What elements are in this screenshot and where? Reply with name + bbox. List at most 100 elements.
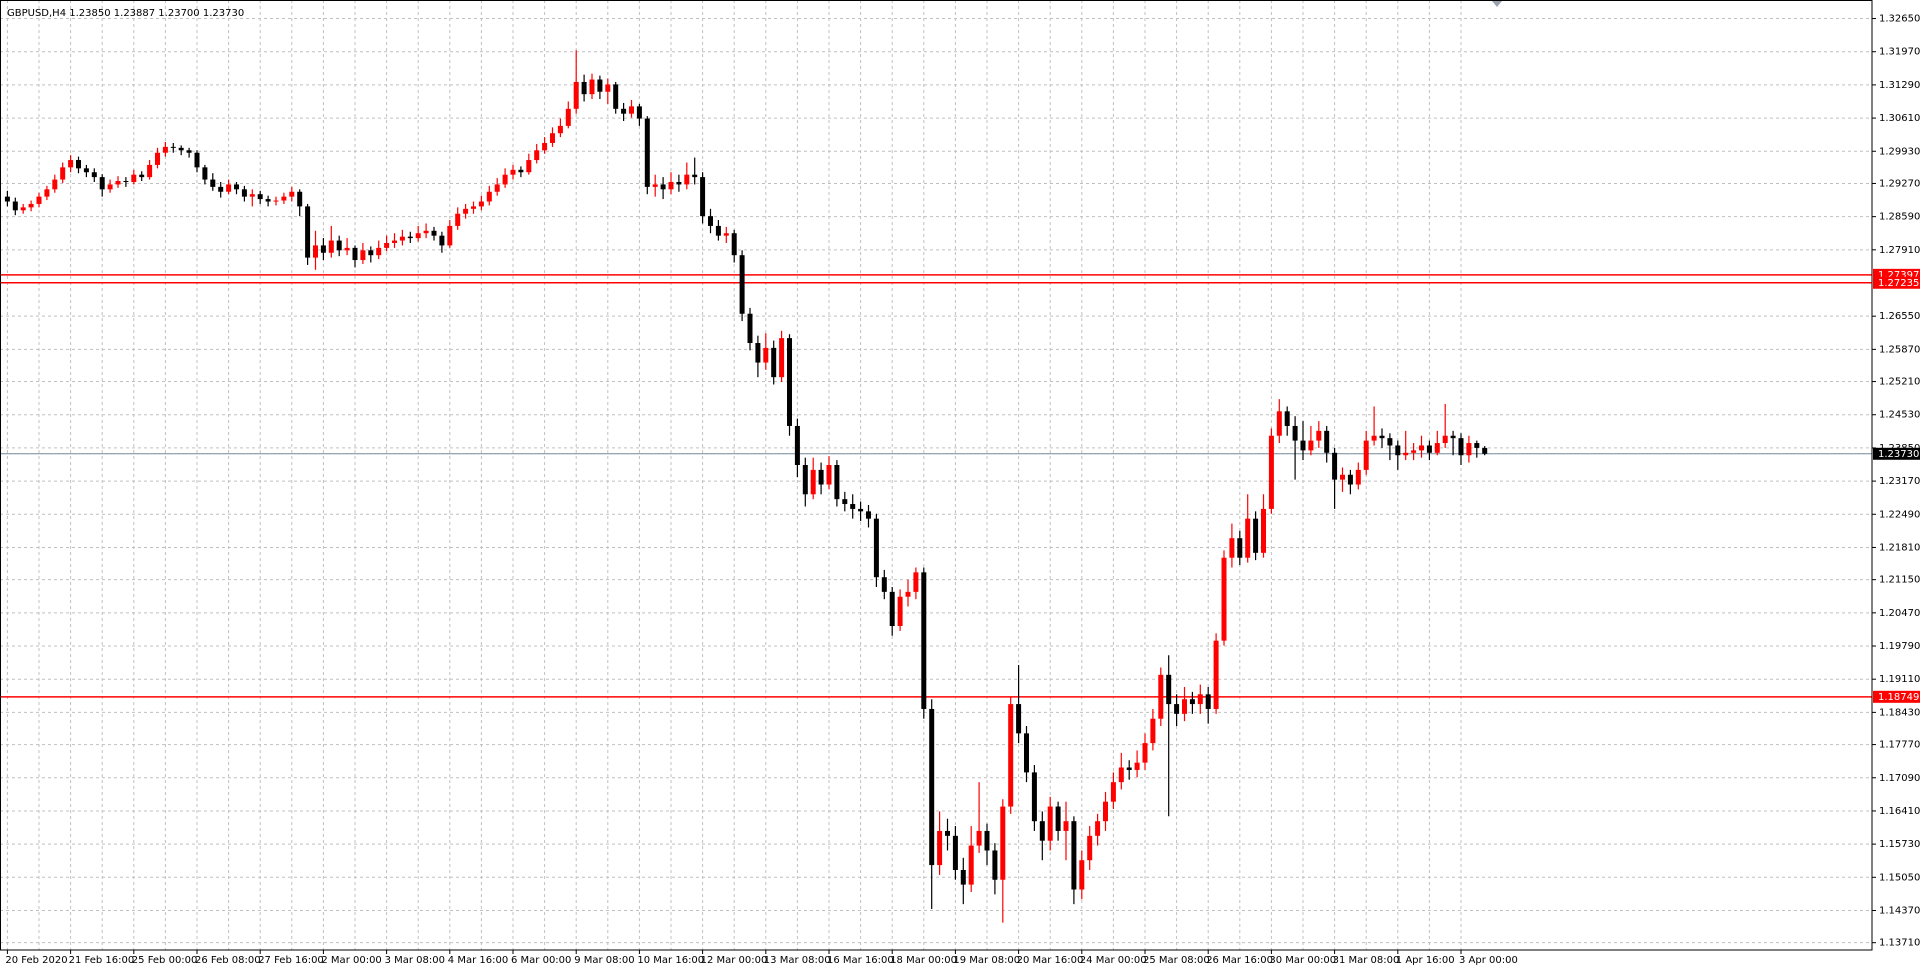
candle-body (605, 84, 611, 92)
candle-body (1024, 733, 1029, 773)
candle-body (423, 230, 429, 234)
candle-body (305, 206, 311, 258)
candle-body (866, 511, 871, 519)
candle-body (929, 708, 935, 866)
candle-body (313, 245, 318, 258)
candle-body (573, 81, 579, 109)
candle-body (1474, 443, 1480, 448)
candle-body (984, 830, 990, 851)
y-tick-label: 1.23170 (1879, 476, 1920, 487)
x-tick-label: 24 Mar 00:00 (1080, 955, 1147, 966)
y-tick-label: 1.18430 (1879, 707, 1920, 718)
chart-shift-marker (1492, 1, 1502, 7)
candles (4, 50, 1488, 923)
candle-body (1276, 411, 1282, 436)
candle-body (597, 79, 603, 92)
chart-title: GBPUSD,H4 1.23850 1.23887 1.23700 1.2373… (7, 8, 244, 19)
x-tick-label: 2 Mar 00:00 (321, 955, 381, 966)
candle-body (581, 81, 587, 95)
candle-body (1087, 835, 1093, 861)
candle-body (376, 247, 382, 256)
candle-body (1434, 443, 1440, 453)
candle-body (178, 147, 184, 151)
candle-body (44, 189, 50, 197)
candle-body (494, 184, 500, 192)
candle-body (526, 160, 532, 173)
y-tick-label: 1.27910 (1879, 245, 1920, 256)
candle-body (992, 850, 998, 880)
x-tick-label: 13 Mar 08:00 (764, 955, 831, 966)
x-tick-label: 21 Feb 16:00 (69, 955, 135, 966)
candle-body (700, 177, 706, 217)
candle-body (1118, 767, 1124, 783)
candle-body (360, 250, 366, 261)
candle-body (652, 184, 658, 187)
candle-body (289, 191, 295, 197)
y-tick-label: 1.13710 (1879, 938, 1920, 949)
x-tick-label: 20 Mar 16:00 (1017, 955, 1084, 966)
candle-body (660, 184, 666, 190)
candle-body (747, 313, 753, 344)
candle-body (1047, 806, 1053, 841)
x-tick-label: 30 Mar 00:00 (1269, 955, 1336, 966)
candle-body (249, 194, 255, 197)
x-tick-label: 18 Mar 00:00 (890, 955, 957, 966)
candle-body (415, 233, 421, 239)
y-tick-label: 1.31970 (1879, 47, 1920, 58)
candle-body (352, 247, 358, 261)
candle-body (1324, 430, 1330, 453)
candle-body (486, 191, 492, 202)
level-label: 1.18749 (1878, 692, 1919, 703)
y-tick-label: 1.32650 (1879, 14, 1920, 25)
candle-body (889, 591, 895, 627)
x-tick-label: 12 Mar 00:00 (701, 955, 768, 966)
y-tick-label: 1.16410 (1879, 806, 1920, 817)
candle-body (810, 469, 816, 495)
candle-body (1253, 518, 1259, 553)
candle-body (162, 146, 168, 153)
candle-body (1000, 806, 1006, 880)
candle-body (1371, 435, 1377, 441)
y-tick-label: 1.15050 (1879, 872, 1920, 883)
candle-body (123, 181, 129, 183)
candle-body (1229, 538, 1235, 558)
candle-body (28, 203, 34, 208)
x-tick-label: 4 Mar 16:00 (448, 955, 508, 966)
price-label: 1.23730 (1878, 449, 1919, 460)
candle-body (439, 235, 445, 246)
candle-body (715, 225, 721, 236)
candle-body (1395, 445, 1401, 456)
candle-body (83, 168, 89, 173)
candle-body (1039, 821, 1045, 841)
candle-body (1063, 821, 1069, 831)
candle-body (1379, 435, 1385, 439)
y-tick-label: 1.22490 (1879, 509, 1920, 520)
level-label-box (1873, 276, 1920, 289)
candle-body (4, 196, 10, 202)
candle-body (897, 596, 903, 627)
candle-body (139, 174, 145, 178)
y-tick-label: 1.17090 (1879, 773, 1920, 784)
candle-body (52, 179, 58, 190)
candle-body (550, 133, 555, 143)
candle-body (502, 174, 508, 185)
y-tick-label: 1.21810 (1879, 542, 1920, 553)
candle-body (1458, 438, 1464, 456)
candle-body (826, 464, 832, 485)
candle-body (1166, 674, 1172, 705)
candle-body (1126, 767, 1132, 770)
level-label: 1.27235 (1878, 278, 1919, 289)
candle-body (787, 338, 792, 426)
candle-body (297, 191, 303, 207)
x-tick-label: 26 Mar 16:00 (1206, 955, 1273, 966)
candle-body (739, 255, 745, 314)
candle-body (1134, 762, 1140, 770)
candle-body (1316, 430, 1322, 441)
candle-body (91, 172, 97, 178)
x-tick-label: 3 Mar 08:00 (385, 955, 445, 966)
candle-body (1197, 694, 1203, 705)
candle-body (447, 225, 453, 246)
candle-body (60, 167, 66, 180)
